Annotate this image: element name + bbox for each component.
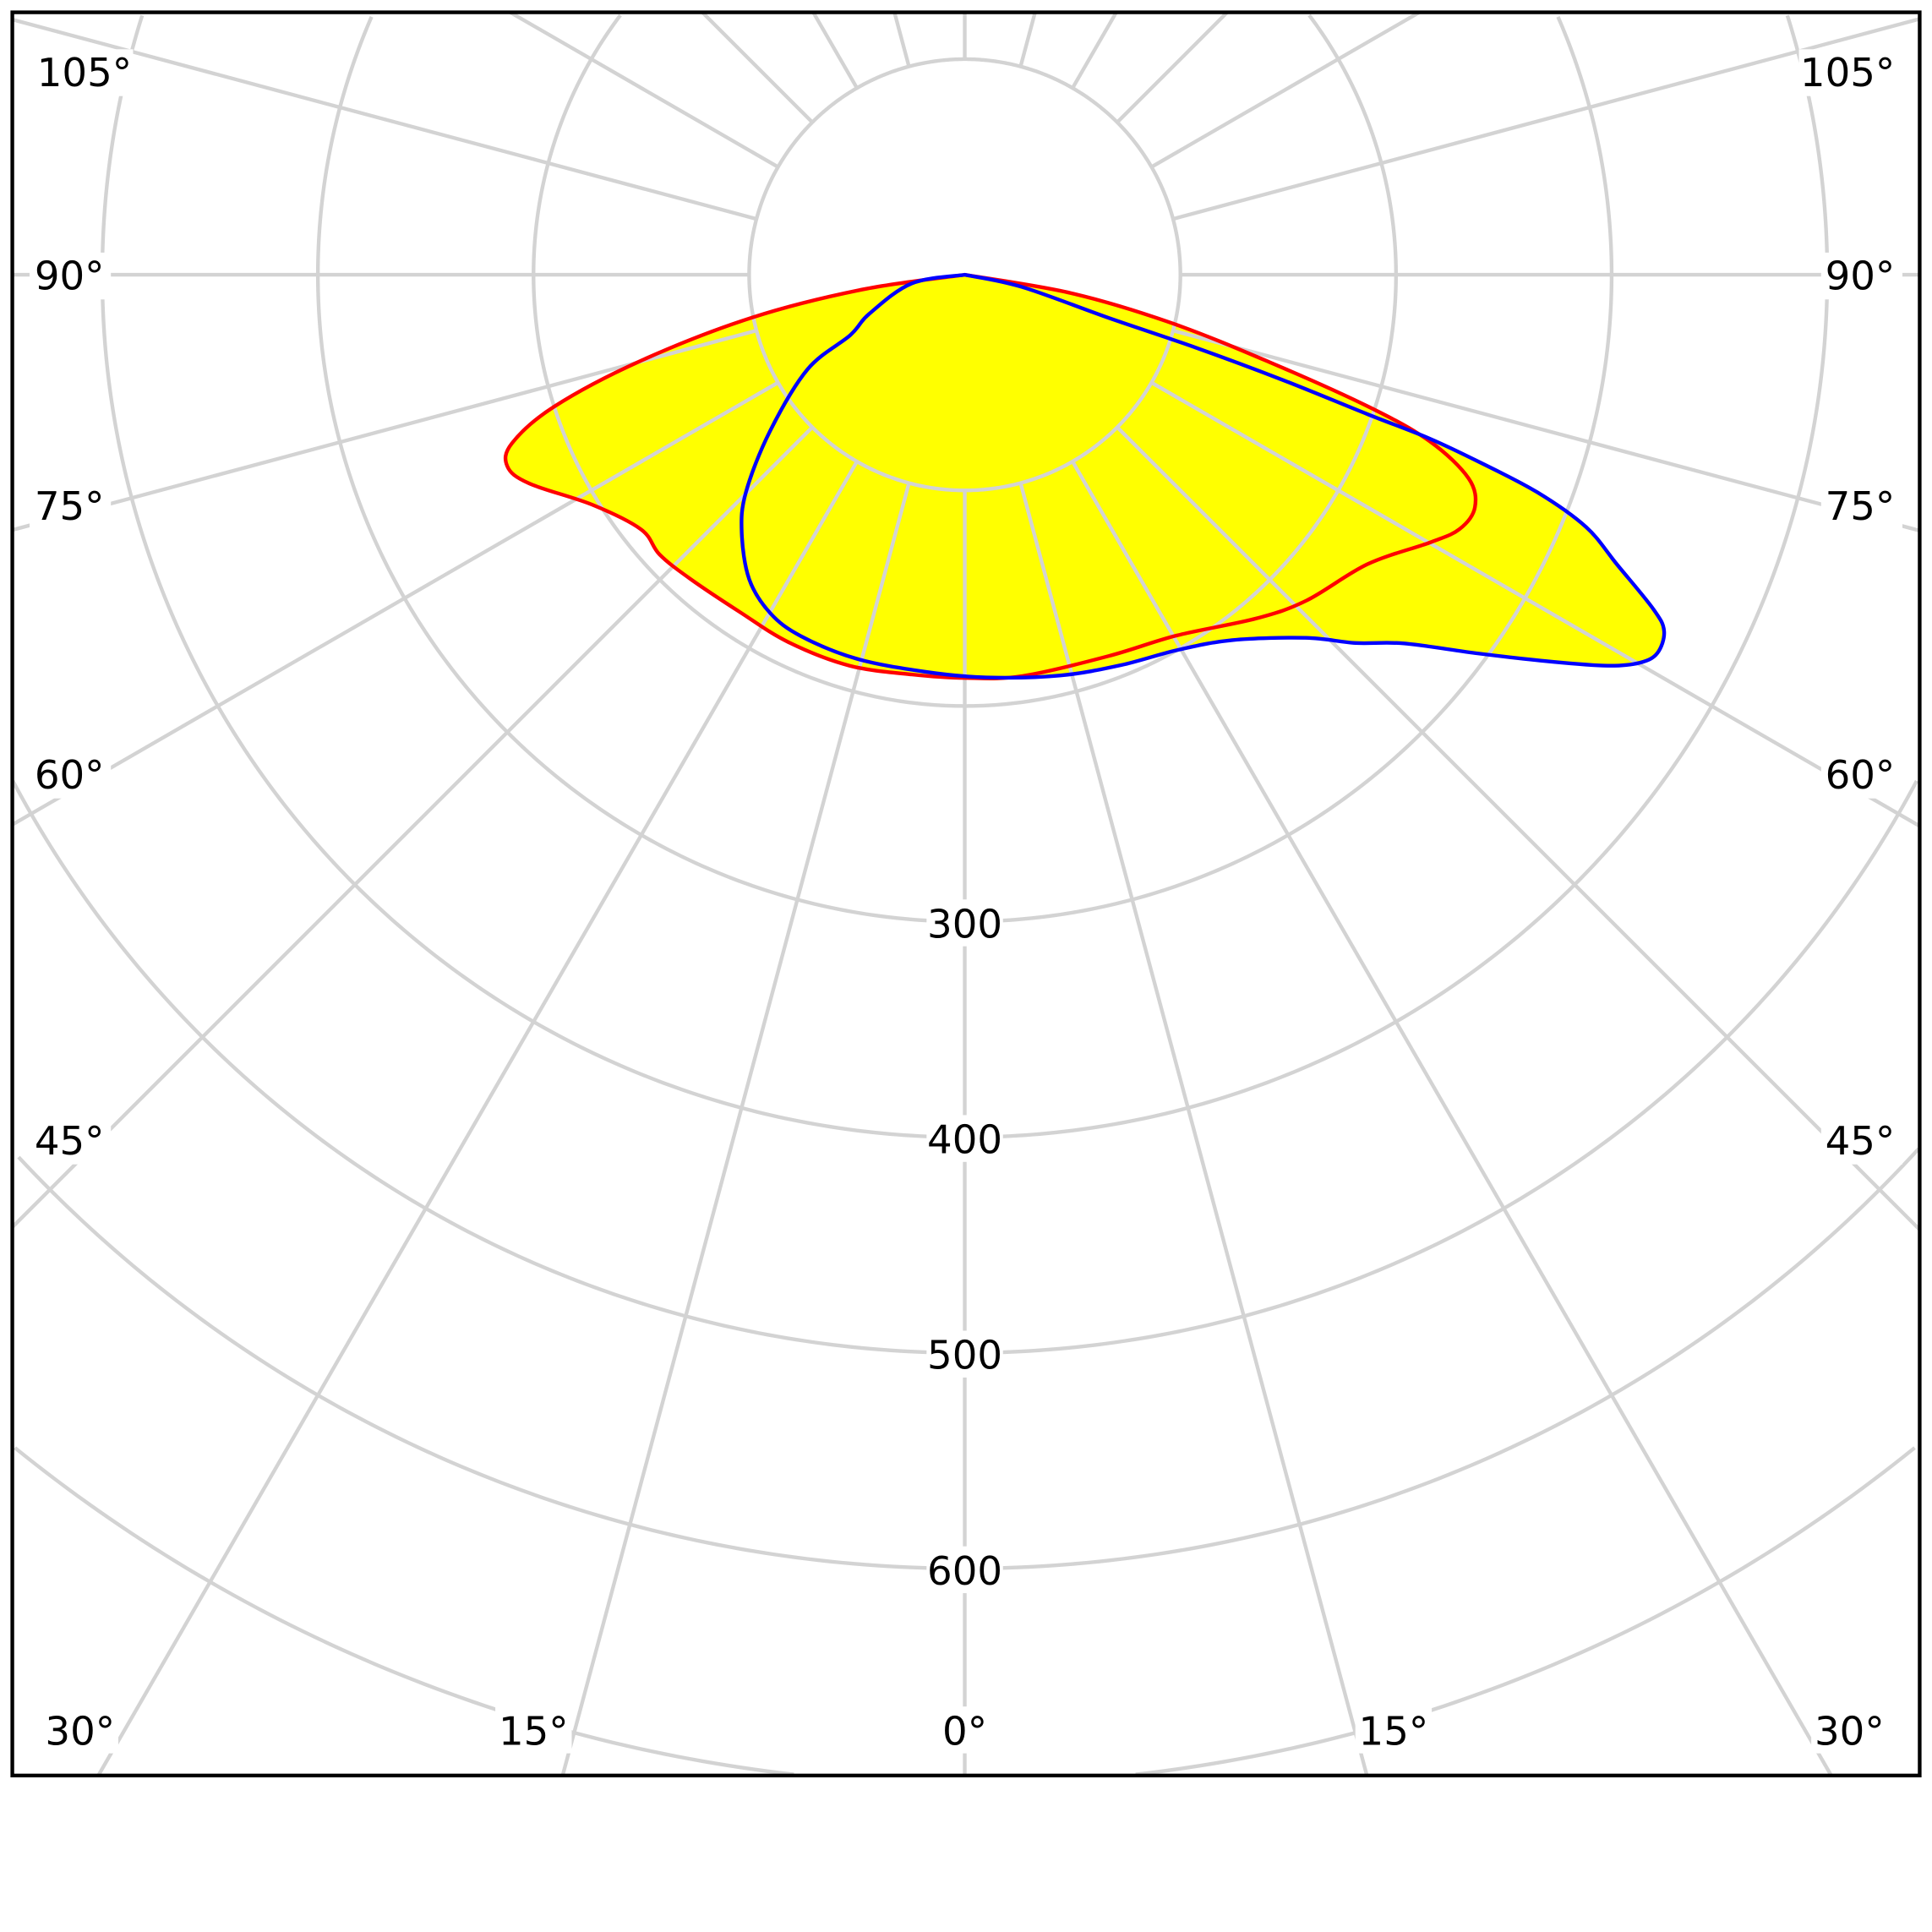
svg-text:60°: 60° [1826,753,1896,799]
svg-text:105°: 105° [1800,51,1895,96]
grid-spoke [811,11,859,90]
grid-spoke [1172,17,1920,221]
grid-spoke [1071,11,1118,90]
grid-spoke [1018,482,1369,1776]
svg-text:75°: 75° [1826,484,1896,530]
grid-spoke [1150,380,1665,679]
series-group [503,272,1667,680]
grid-spoke [1172,329,1920,532]
plot-frame [10,10,1922,1778]
angle-label-bottom: 0° [936,1706,994,1755]
grid-spoke [892,12,911,68]
angle-label-bottom: 30° [1811,1706,1888,1755]
grid-ring [17,1147,1920,1571]
grid-ring [505,275,1614,679]
angle-label-left: 60° [29,751,112,799]
angle-label-left: 90° [29,252,112,300]
svg-text:500: 500 [927,1334,1002,1379]
grid-spoke [1150,10,1421,169]
grid-spoke [1116,11,1229,124]
radial-tick-label: 600 [926,1546,1003,1595]
angle-label-right: 105° [1798,49,1903,96]
grid-spoke [560,482,911,1776]
angle-label-right: 45° [1820,1117,1903,1165]
svg-text:0°: 0° [942,1709,987,1755]
svg-text:400: 400 [927,1118,1002,1164]
angle-label-right: 90° [1820,252,1903,300]
angle-label-left: 45° [29,1117,112,1165]
svg-text:15°: 15° [1359,1709,1429,1755]
svg-text:105°: 105° [37,51,132,96]
grid-spoke [701,11,814,124]
radial-tick-label: 400 [926,1115,1003,1164]
svg-text:300: 300 [927,902,1002,947]
svg-text:60°: 60° [35,753,105,799]
angle-label-left: 75° [29,483,112,530]
grid-spoke [96,460,859,1776]
svg-text:45°: 45° [1826,1119,1896,1165]
svg-text:30°: 30° [45,1709,115,1755]
grid-ring [14,1446,1916,1776]
angle-label-right: 75° [1820,483,1903,530]
grid-ring [747,275,1182,493]
radial-tick-label: 500 [926,1330,1003,1379]
svg-text:75°: 75° [35,484,105,530]
tick-labels: 300 400 500 600 105° 90° 75° 60° 45° 105… [29,49,1903,1755]
svg-text:45°: 45° [35,1119,105,1165]
angle-label-right: 60° [1820,751,1903,799]
grid-spoke [1071,460,1833,1776]
angle-label-left: 105° [29,49,134,96]
grid-spoke [505,425,814,679]
series-fill-area [741,275,1665,678]
grid-spoke [12,18,757,221]
svg-text:600: 600 [927,1549,1002,1595]
angle-label-bottom: 15° [1355,1706,1433,1755]
svg-text:15°: 15° [499,1709,569,1755]
svg-text:90°: 90° [35,254,105,300]
svg-text:30°: 30° [1815,1709,1885,1755]
angle-label-bottom: 15° [495,1706,572,1755]
grid-spoke [1018,12,1037,68]
grid-spoke [509,10,779,169]
series-line-1 [740,272,1667,680]
grid-spoke [505,380,779,679]
grid-spoke [1116,425,1665,679]
grid-ring [11,779,1918,1355]
svg-text:90°: 90° [1826,254,1896,300]
radial-tick-label: 300 [926,899,1003,947]
angle-label-bottom: 30° [41,1706,118,1755]
